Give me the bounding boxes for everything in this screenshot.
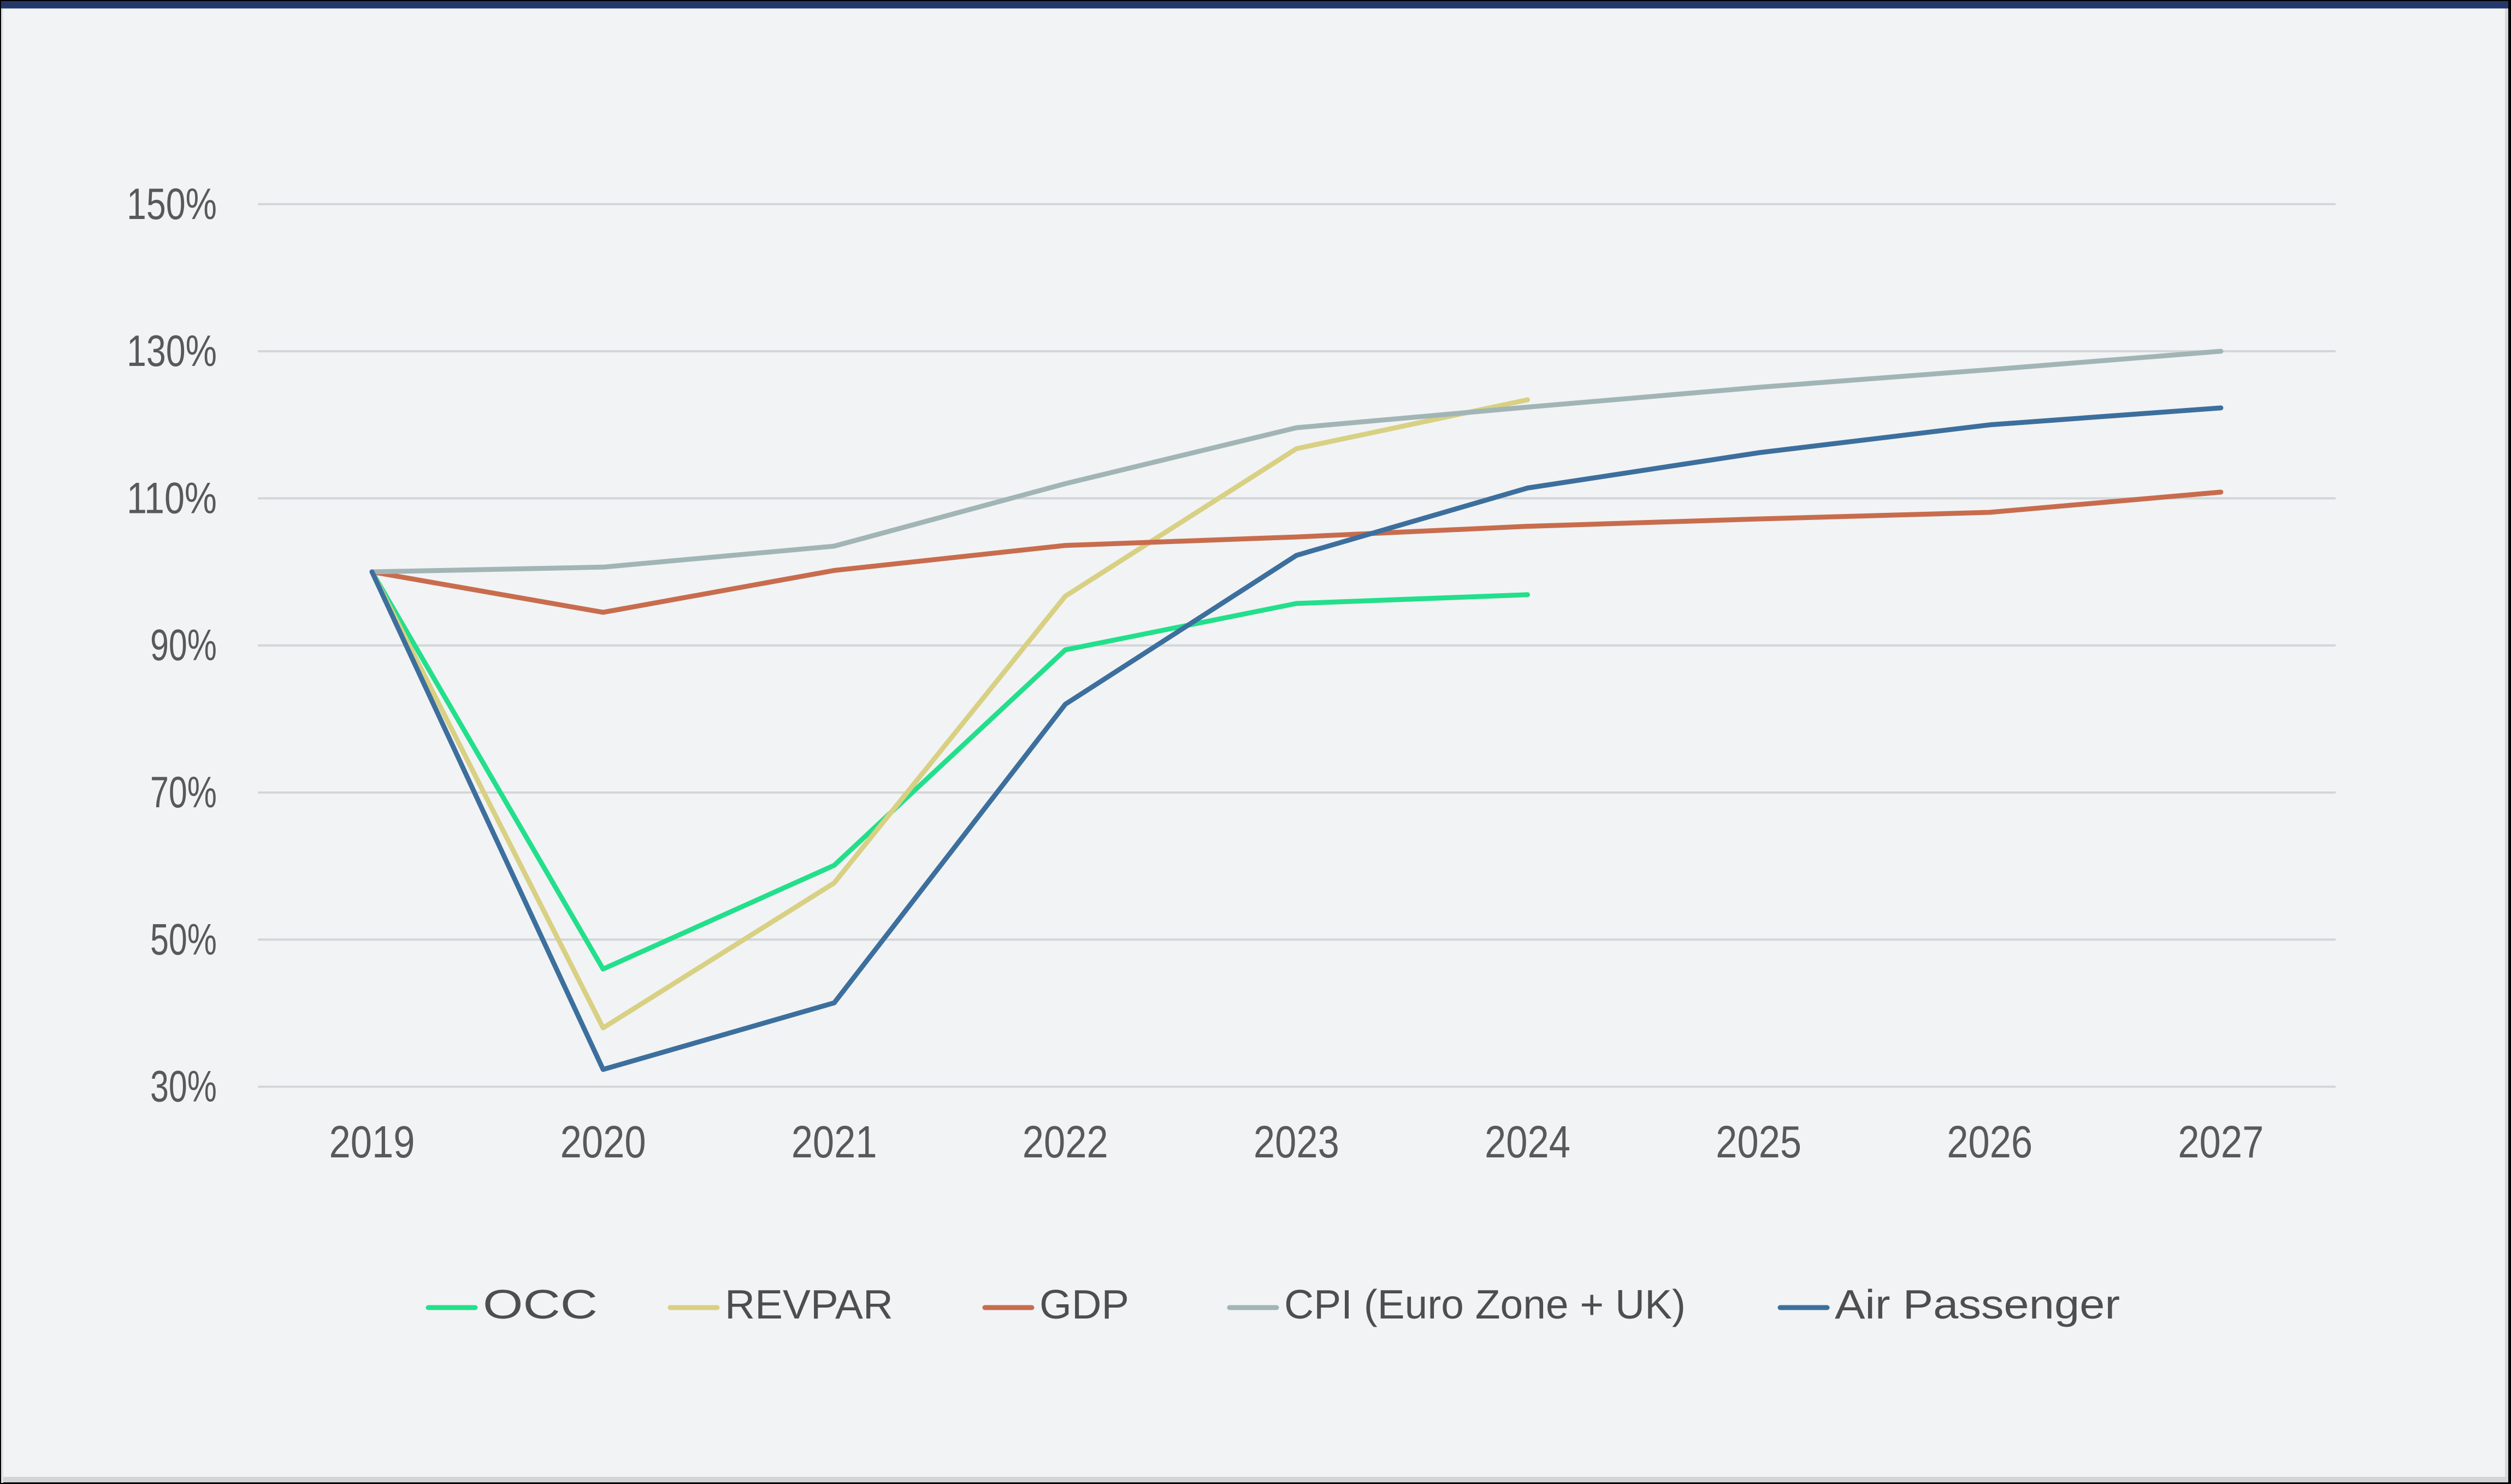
svg-text:CPI (Euro Zone + UK): CPI (Euro Zone + UK) [1284, 1281, 1686, 1327]
svg-text:OCC: OCC [483, 1281, 598, 1327]
svg-text:2022: 2022 [1023, 1116, 1108, 1167]
svg-text:90%: 90% [150, 621, 217, 670]
svg-text:GDP: GDP [1039, 1281, 1129, 1327]
svg-text:110%: 110% [127, 474, 217, 523]
svg-text:2024: 2024 [1485, 1116, 1570, 1167]
svg-text:Air Passenger: Air Passenger [1835, 1281, 2120, 1327]
svg-text:30%: 30% [150, 1062, 217, 1111]
svg-text:REVPAR: REVPAR [725, 1281, 893, 1327]
svg-text:2020: 2020 [560, 1116, 646, 1167]
svg-text:2027: 2027 [2178, 1116, 2264, 1167]
svg-text:2026: 2026 [1947, 1116, 2033, 1167]
svg-text:150%: 150% [127, 180, 217, 229]
svg-text:2023: 2023 [1254, 1116, 1339, 1167]
svg-text:70%: 70% [150, 768, 217, 817]
svg-text:2025: 2025 [1716, 1116, 1801, 1167]
svg-text:2021: 2021 [791, 1116, 877, 1167]
svg-text:2019: 2019 [329, 1116, 415, 1167]
svg-text:50%: 50% [150, 915, 217, 964]
svg-text:130%: 130% [127, 327, 217, 376]
